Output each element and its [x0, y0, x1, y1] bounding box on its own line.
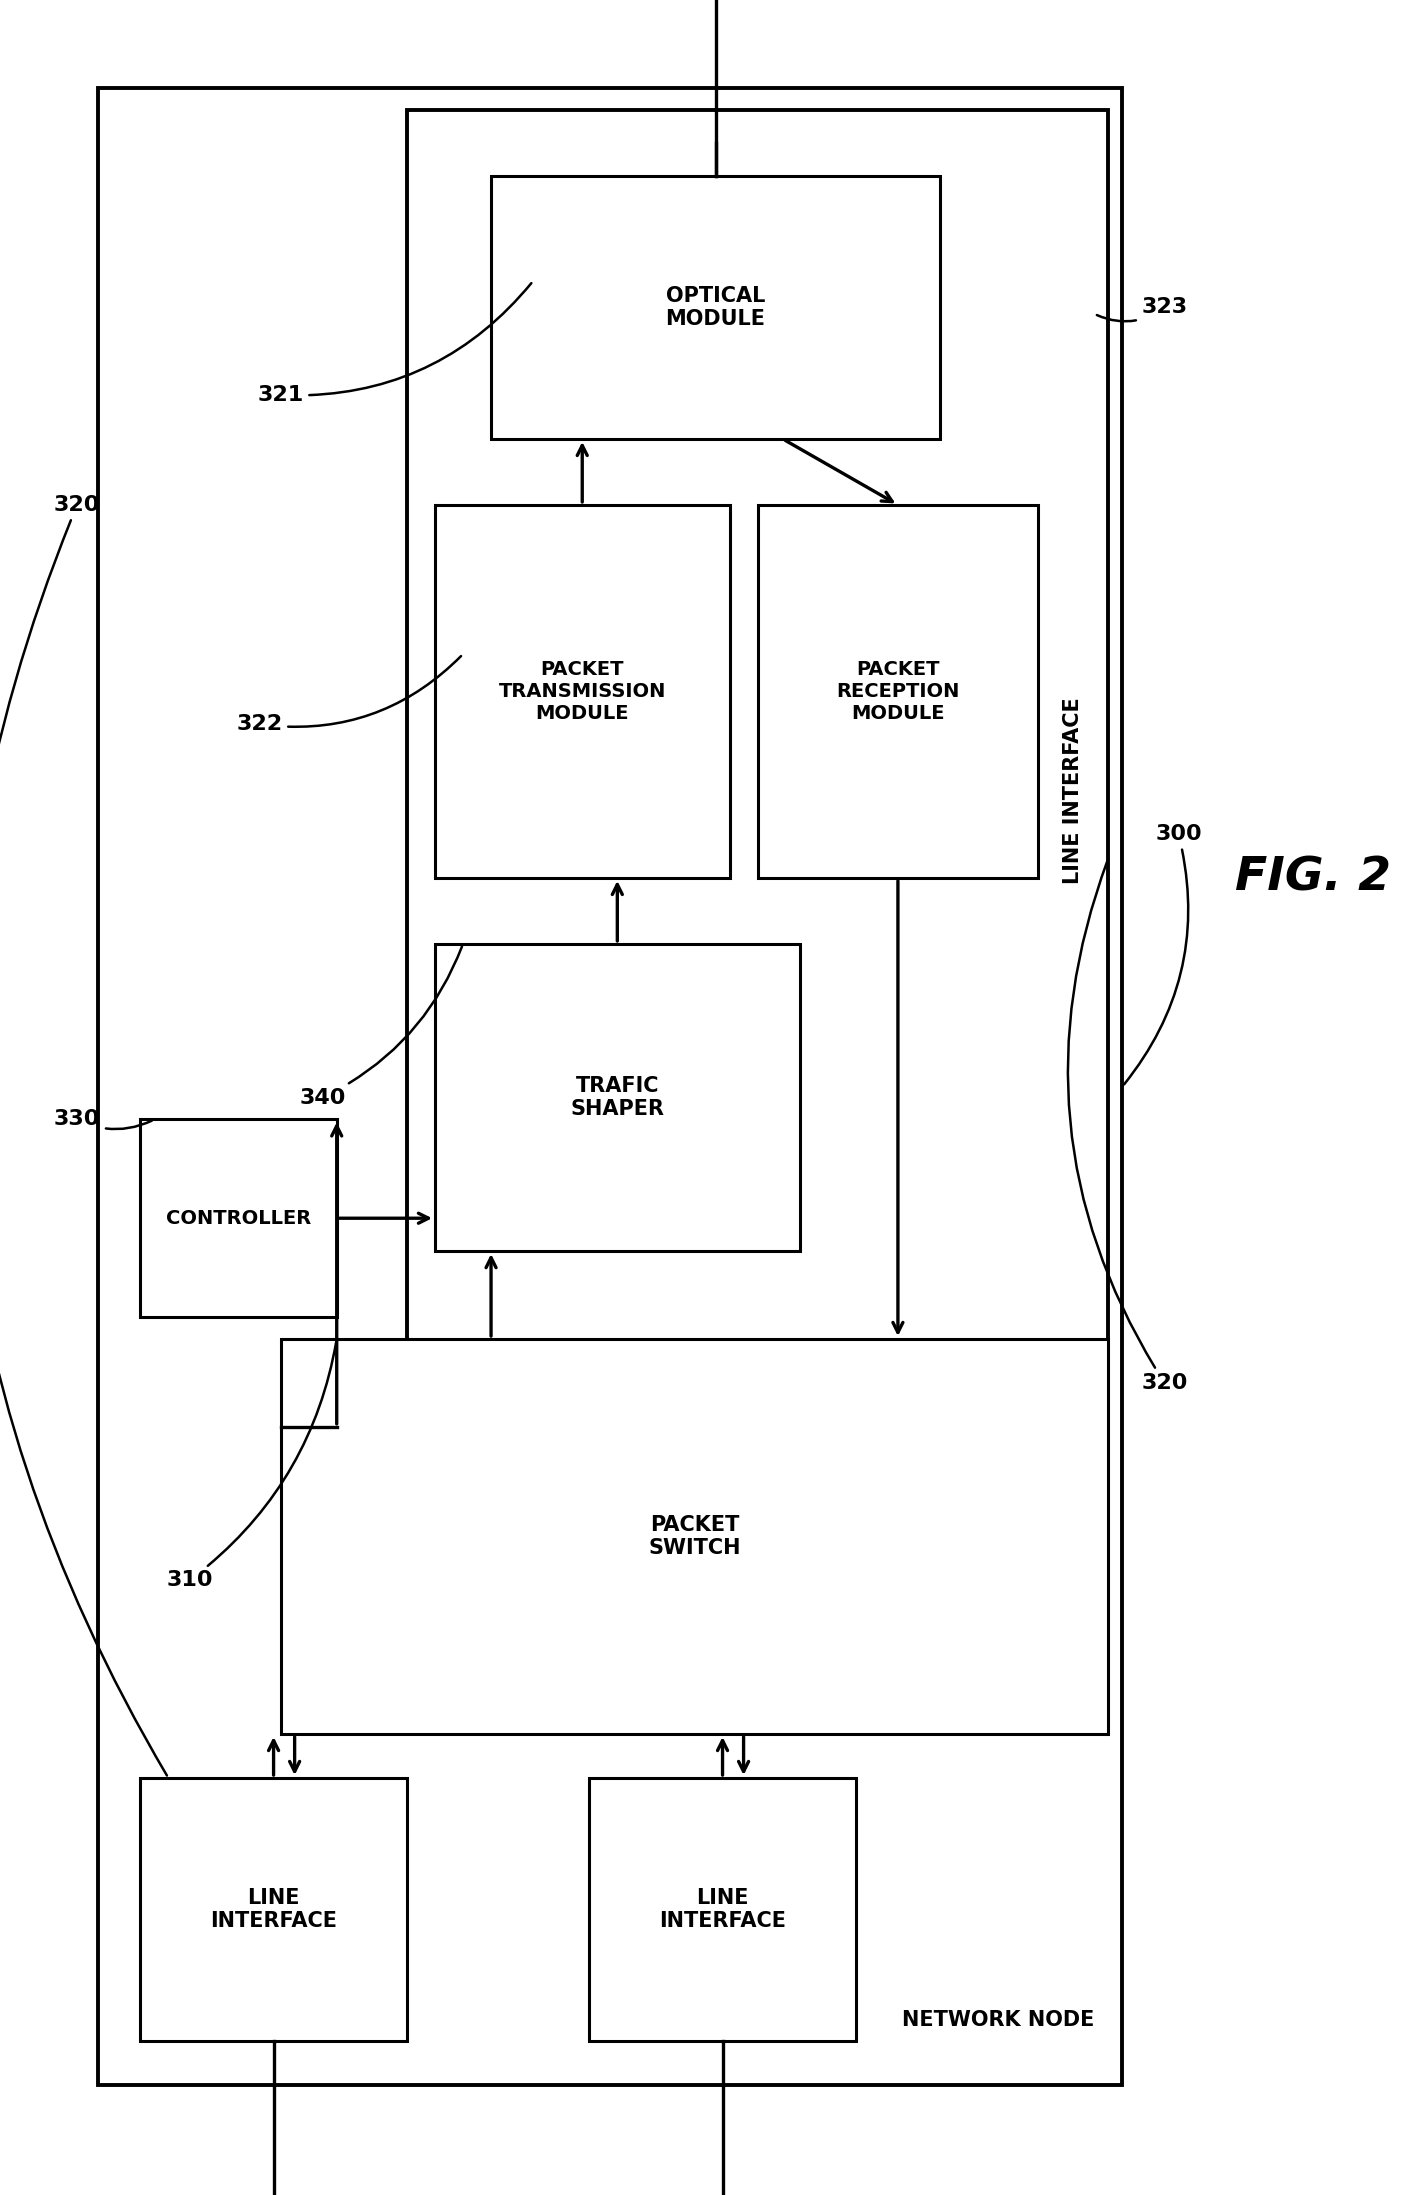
Text: 320: 320: [0, 494, 167, 1776]
Bar: [98, 88, 1122, 2085]
Bar: [281, 1339, 1108, 1734]
Text: 323: 323: [1097, 296, 1187, 320]
Text: NETWORK NODE: NETWORK NODE: [902, 2011, 1094, 2030]
Text: 340: 340: [299, 946, 462, 1108]
Bar: [589, 1778, 856, 2041]
Text: PACKET
TRANSMISSION
MODULE: PACKET TRANSMISSION MODULE: [498, 661, 666, 722]
Bar: [758, 505, 1038, 878]
Text: FIG. 2: FIG. 2: [1235, 856, 1390, 900]
Bar: [435, 505, 730, 878]
Text: CONTROLLER: CONTROLLER: [166, 1209, 311, 1227]
Bar: [140, 1119, 337, 1317]
Text: PACKET
SWITCH: PACKET SWITCH: [648, 1515, 741, 1558]
Text: 321: 321: [258, 283, 532, 406]
Text: TRAFIC
SHAPER: TRAFIC SHAPER: [571, 1076, 664, 1119]
Text: OPTICAL
MODULE: OPTICAL MODULE: [665, 285, 766, 329]
Text: 320: 320: [1068, 860, 1188, 1394]
Text: LINE INTERFACE: LINE INTERFACE: [1063, 696, 1083, 885]
Text: LINE
INTERFACE: LINE INTERFACE: [210, 1888, 337, 1932]
Text: LINE
INTERFACE: LINE INTERFACE: [659, 1888, 786, 1932]
Bar: [407, 110, 1108, 1471]
Text: PACKET
RECEPTION
MODULE: PACKET RECEPTION MODULE: [836, 661, 960, 722]
Text: 322: 322: [237, 656, 462, 735]
Text: 300: 300: [1124, 823, 1202, 1084]
Bar: [435, 944, 800, 1251]
Bar: [140, 1778, 407, 2041]
Text: 310: 310: [166, 1341, 337, 1591]
Text: 330: 330: [53, 1108, 152, 1130]
Bar: [491, 176, 940, 439]
